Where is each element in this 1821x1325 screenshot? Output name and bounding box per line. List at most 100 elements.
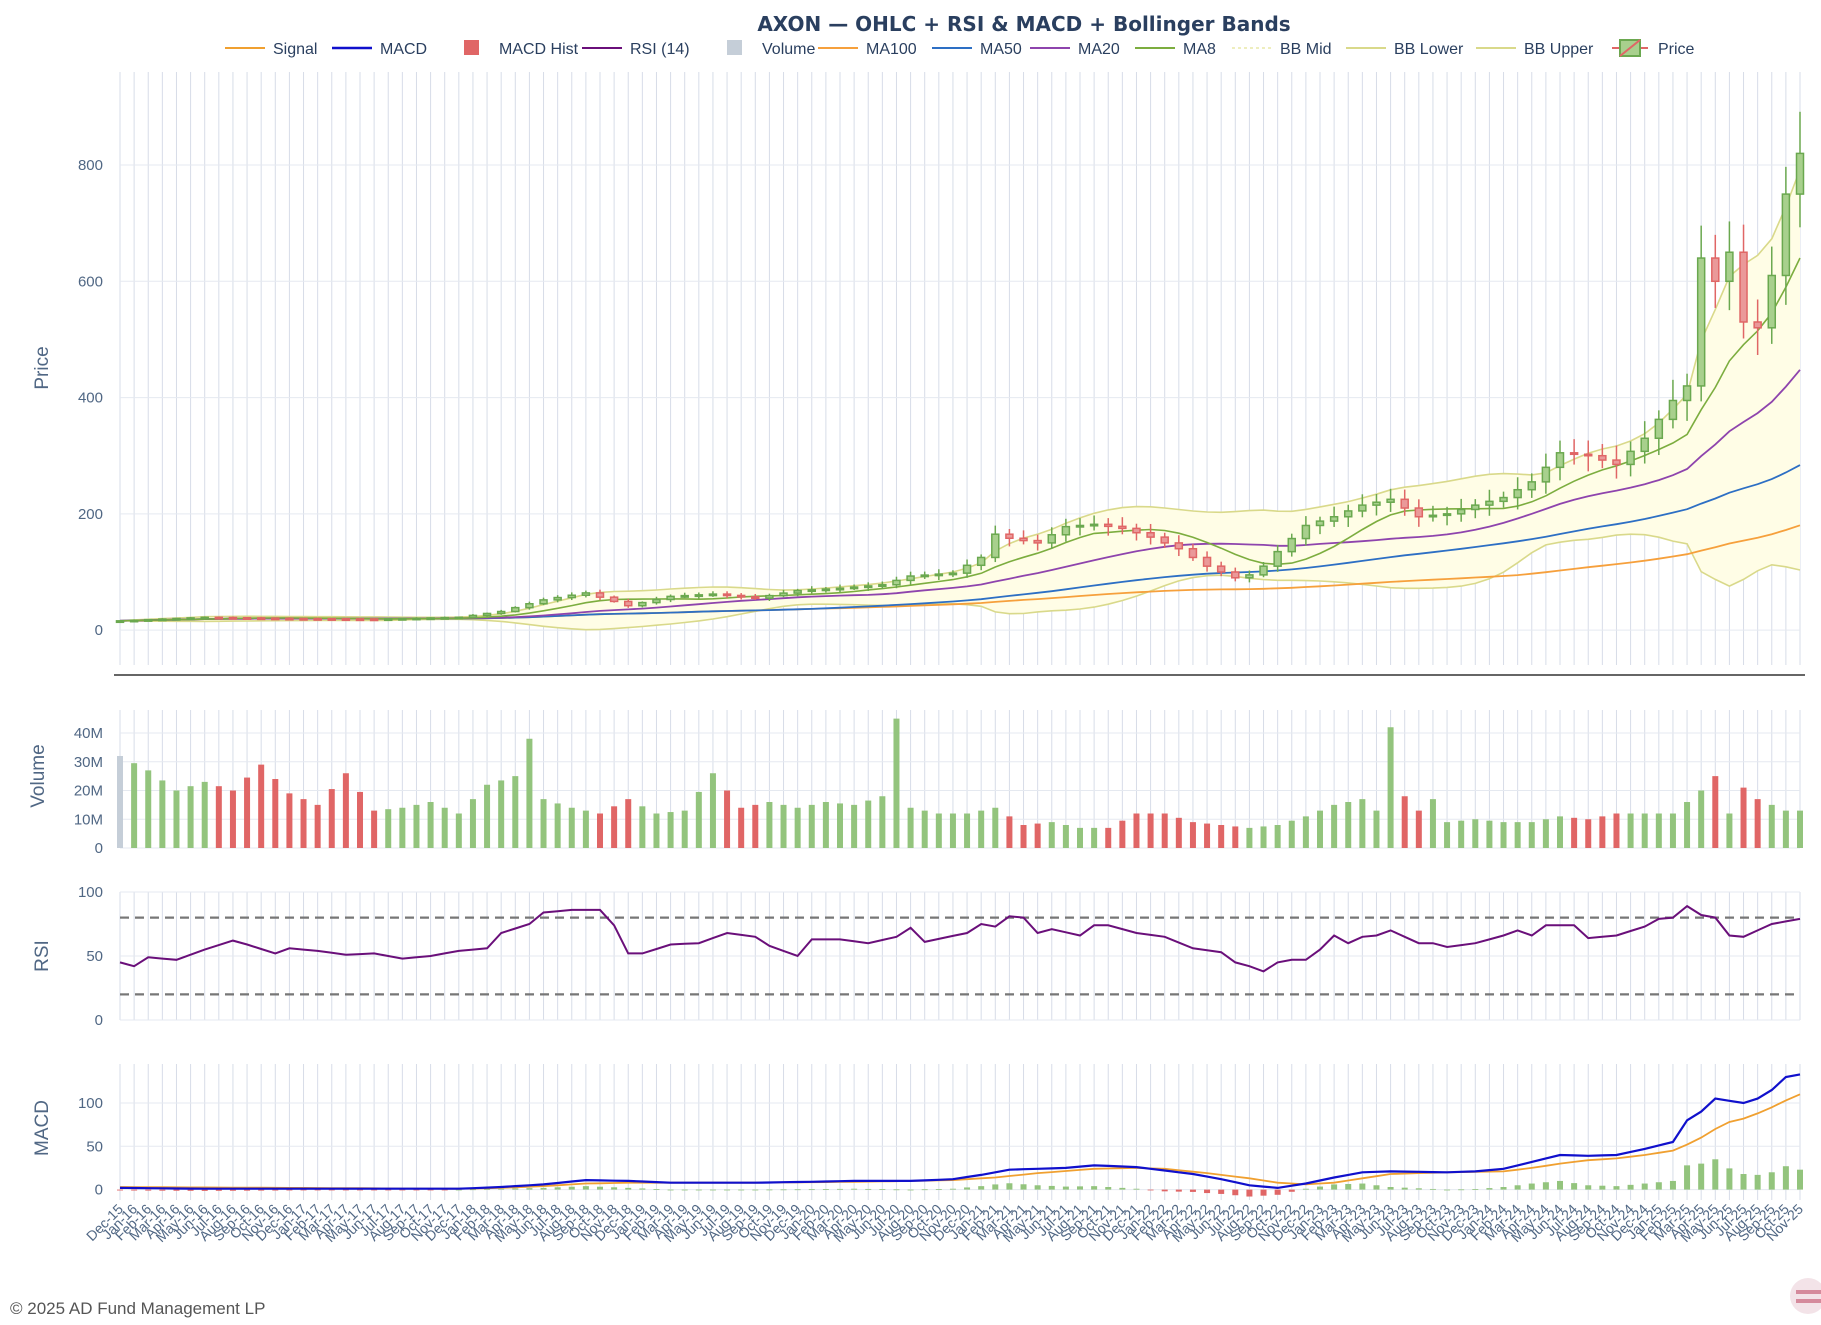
candle <box>1456 498 1466 522</box>
candle <box>581 590 591 598</box>
macd-hist-bar <box>1712 1159 1719 1190</box>
macd-hist-bar <box>1472 1189 1479 1190</box>
legend-item: BB Mid <box>1232 41 1332 58</box>
candle-body <box>1301 524 1311 540</box>
candle <box>369 618 379 622</box>
legend-label: MA8 <box>1183 41 1216 58</box>
candle <box>1668 379 1678 429</box>
volume-bar <box>865 800 872 848</box>
candle-body <box>1231 571 1240 579</box>
volume-bar <box>1429 799 1436 848</box>
volume-bar <box>1274 825 1281 848</box>
candle-body <box>652 598 661 604</box>
macd-tick-label: 100 <box>78 1095 103 1112</box>
macd-hist-bar <box>286 1189 293 1191</box>
volume-bar <box>187 786 194 848</box>
corner-widget-circle[interactable] <box>1790 1278 1821 1314</box>
candle-body <box>143 618 153 622</box>
candle-body <box>920 574 929 578</box>
candle <box>1442 506 1452 526</box>
candle-body <box>666 595 675 601</box>
candle <box>1019 530 1028 545</box>
volume-bar <box>653 813 660 848</box>
candle <box>878 581 887 589</box>
macd-hist-bar <box>808 1189 815 1191</box>
candle-body <box>426 617 435 621</box>
macd-hist-bar <box>794 1189 801 1191</box>
legend-label: MA20 <box>1078 41 1120 58</box>
candle <box>398 617 407 621</box>
legend-swatch <box>464 40 479 55</box>
candle-body <box>863 585 873 589</box>
macd-hist-bar <box>1331 1184 1338 1190</box>
macd-hist-bar <box>1613 1186 1620 1190</box>
macd-hist-bar <box>1288 1189 1295 1192</box>
chart-title: AXON — OHLC + RSI & MACD + Bollinger Ban… <box>757 12 1290 36</box>
candle <box>1541 453 1551 494</box>
candle-body <box>849 586 859 590</box>
candle <box>1273 544 1282 572</box>
volume-bar <box>1175 817 1182 848</box>
volume-bar <box>413 804 420 848</box>
volume-bar <box>1091 827 1098 848</box>
volume-bar <box>1797 810 1803 848</box>
legend-label: MA100 <box>866 41 917 58</box>
price-tick-label: 0 <box>95 622 103 639</box>
candle-body <box>878 584 887 588</box>
candle <box>214 616 224 620</box>
legend-item: MA100 <box>818 41 917 58</box>
candle-body <box>567 594 577 599</box>
volume-tick-label: 0 <box>95 840 103 857</box>
macd-hist-bar <box>1105 1187 1112 1190</box>
volume-bar <box>1599 816 1606 848</box>
candle-body <box>595 592 605 598</box>
candle-body <box>892 579 901 586</box>
candle-body <box>1400 498 1409 509</box>
macd-axis-title: MACD <box>32 1100 53 1156</box>
rsi-panel <box>119 904 1801 996</box>
candle-body <box>369 618 379 622</box>
volume-bar <box>131 763 138 848</box>
candle <box>158 618 167 622</box>
footer-copyright: © 2025 AD Fund Management LP <box>10 1299 265 1318</box>
legend-label: Signal <box>273 41 317 58</box>
rsi-tick-label: 100 <box>78 884 103 901</box>
candle-body <box>751 596 760 600</box>
macd-hist-bar <box>357 1189 363 1191</box>
macd-hist-bar <box>1359 1183 1366 1190</box>
candle <box>553 595 562 603</box>
candle-body <box>1202 556 1212 567</box>
candle <box>1400 489 1409 516</box>
candle-body <box>1527 481 1537 491</box>
price-axis-title: Price <box>32 346 53 389</box>
candle-body <box>1485 500 1494 506</box>
candle <box>652 596 661 605</box>
macd-hist-bar <box>921 1189 928 1191</box>
volume-bar <box>314 804 321 848</box>
candle <box>835 584 845 593</box>
legend-swatch <box>727 40 742 55</box>
volume-bar <box>1768 804 1775 848</box>
candle <box>313 617 322 621</box>
bollinger-fill-area <box>120 169 1800 630</box>
candle-body <box>765 594 774 599</box>
volume-bar <box>1669 813 1676 848</box>
volume-bar <box>1557 816 1563 848</box>
candle-body <box>468 614 478 619</box>
corner-widget[interactable] <box>1790 1278 1821 1314</box>
volume-bar <box>1641 813 1648 848</box>
macd-hist-bar <box>1034 1185 1041 1190</box>
macd-hist-bar <box>851 1188 858 1190</box>
volume-bar <box>455 813 462 848</box>
macd-tick-label: 50 <box>86 1138 103 1155</box>
macd-hist-bar <box>724 1189 731 1191</box>
volume-bar <box>484 784 491 848</box>
macd-hist-bar <box>1260 1189 1267 1196</box>
macd-hist-bar <box>1782 1166 1789 1190</box>
candle <box>1188 543 1198 561</box>
candle <box>948 570 958 578</box>
candle-body <box>1089 523 1099 527</box>
legend-item: MACD <box>332 41 427 58</box>
macd-hist-bar <box>526 1188 533 1190</box>
macd-hist-bar <box>1161 1189 1168 1192</box>
